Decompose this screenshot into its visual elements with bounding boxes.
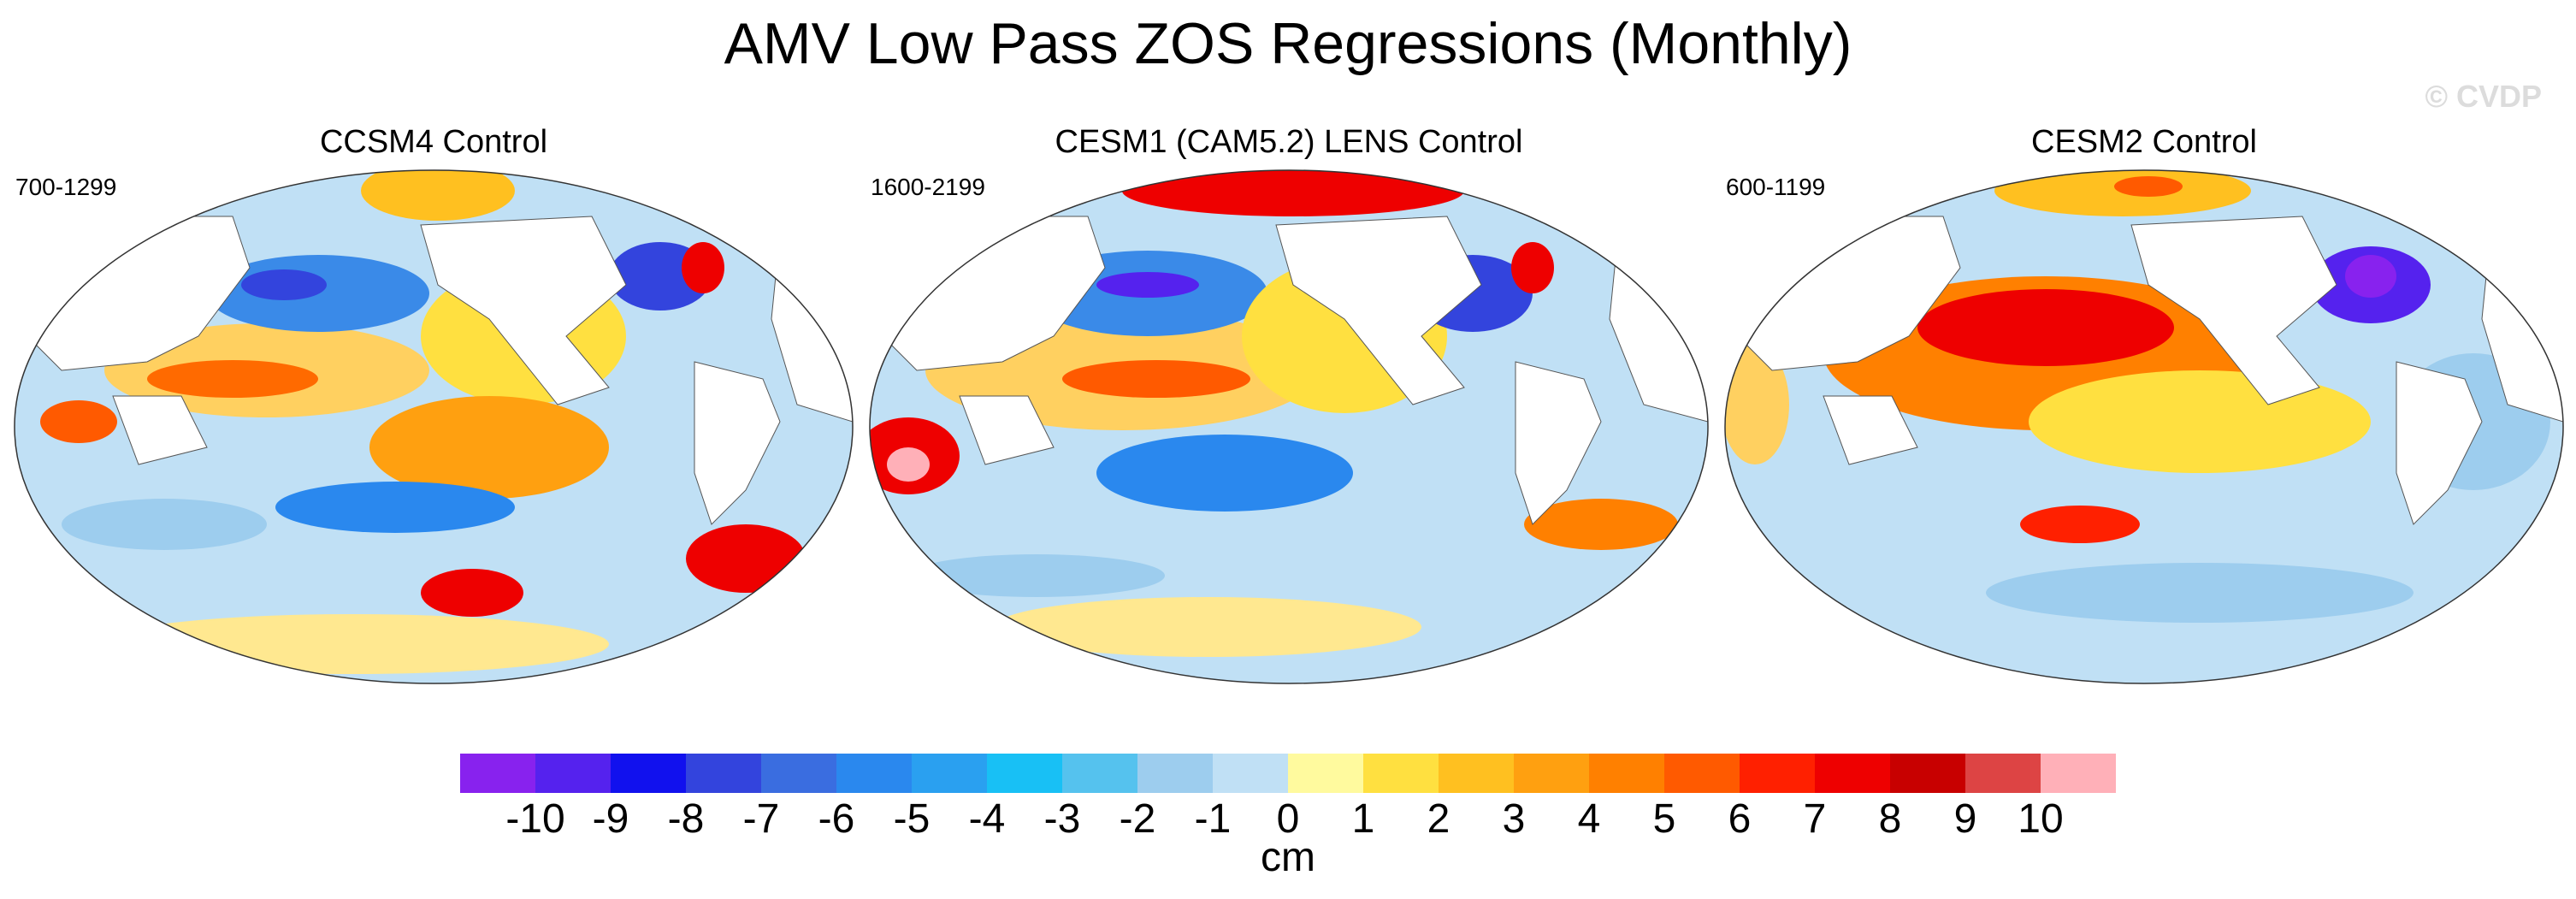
global-map bbox=[14, 169, 854, 684]
colorbar-tick-label: 10 bbox=[2018, 796, 2064, 842]
colorbar-tick-label: -7 bbox=[742, 796, 780, 842]
colorbar-tick-label: 1 bbox=[1351, 796, 1375, 842]
colorbar-swatch bbox=[1664, 754, 1740, 793]
colorbar-tick-label: -2 bbox=[1119, 796, 1156, 842]
colorbar-swatch bbox=[1815, 754, 1890, 793]
colorbar-tick-label: -9 bbox=[592, 796, 629, 842]
colorbar-swatch bbox=[1213, 754, 1288, 793]
colorbar-swatch bbox=[1514, 754, 1589, 793]
colorbar-swatch bbox=[1062, 754, 1137, 793]
colorbar-tick-label: 9 bbox=[1953, 796, 1977, 842]
colorbar-swatch bbox=[535, 754, 611, 793]
colorbar-ticks: -10 -9 -8 -7 -6 -5 -4 -3 -2 -1 0 1 2 3 4 5 6 7 8 9 10 bbox=[460, 795, 2116, 847]
panel-years: 1600-2199 bbox=[871, 174, 985, 200]
ocean-field bbox=[15, 170, 853, 683]
colorbar-swatch bbox=[1439, 754, 1514, 793]
ocean-field bbox=[870, 170, 1708, 683]
colorbar-swatch bbox=[1137, 754, 1213, 793]
colorbar-tick-label: -6 bbox=[818, 796, 855, 842]
colorbar-swatch bbox=[1363, 754, 1439, 793]
cvdp-credit: © CVDP bbox=[2425, 79, 2542, 114]
colorbar-tick-label: 6 bbox=[1728, 796, 1752, 842]
colorbar-tick-label: 2 bbox=[1427, 796, 1450, 842]
colorbar-swatch bbox=[836, 754, 912, 793]
colorbar-swatch bbox=[611, 754, 686, 793]
colorbar-tick-label: -3 bbox=[1043, 796, 1081, 842]
ocean-field bbox=[1725, 170, 2563, 683]
map-panel-cesm1: CESM1 (CAM5.2) LENS Control 1600-2199 bbox=[866, 124, 1712, 689]
colorbar-tick-label: 5 bbox=[1652, 796, 1676, 842]
colorbar-tick-label: -10 bbox=[505, 796, 565, 842]
colorbar-tick-label: 3 bbox=[1502, 796, 1526, 842]
colorbar-tick-label: 4 bbox=[1577, 796, 1601, 842]
colorbar-tick-label: -4 bbox=[968, 796, 1006, 842]
colorbar-swatch bbox=[912, 754, 987, 793]
colorbar-swatch bbox=[1589, 754, 1664, 793]
colorbar-tick-label: -1 bbox=[1194, 796, 1232, 842]
global-map bbox=[869, 169, 1709, 684]
colorbar-tick-label: 0 bbox=[1276, 796, 1300, 842]
global-map bbox=[1724, 169, 2564, 684]
panel-title: CESM1 (CAM5.2) LENS Control bbox=[1055, 124, 1523, 160]
map-panel-ccsm4: CCSM4 Control 700-1299 bbox=[10, 124, 857, 689]
colorbar-swatch bbox=[2041, 754, 2116, 793]
colorbar-swatch bbox=[987, 754, 1062, 793]
colorbar-tick-label: 7 bbox=[1803, 796, 1827, 842]
panel-years: 700-1299 bbox=[15, 174, 117, 200]
panel-title: CCSM4 Control bbox=[319, 124, 548, 160]
colorbar-swatch bbox=[1965, 754, 2041, 793]
panel-years: 600-1199 bbox=[1726, 174, 1826, 200]
map-panel-cesm2: CESM2 Control 600-1199 bbox=[1721, 124, 2567, 689]
colorbar-tick-label: -5 bbox=[893, 796, 931, 842]
colorbar-swatch bbox=[460, 754, 535, 793]
colorbar-swatch bbox=[1890, 754, 1965, 793]
colorbar-swatch bbox=[1288, 754, 1363, 793]
figure-title: AMV Low Pass ZOS Regressions (Monthly) bbox=[724, 11, 1852, 76]
colorbar bbox=[460, 754, 2116, 793]
colorbar-swatch bbox=[761, 754, 836, 793]
colorbar-swatch bbox=[1740, 754, 1815, 793]
panel-title: CESM2 Control bbox=[2031, 124, 2257, 160]
colorbar-swatch bbox=[686, 754, 761, 793]
colorbar-tick-label: 8 bbox=[1878, 796, 1902, 842]
colorbar-units: cm bbox=[1261, 835, 1315, 880]
colorbar-tick-label: -8 bbox=[667, 796, 705, 842]
